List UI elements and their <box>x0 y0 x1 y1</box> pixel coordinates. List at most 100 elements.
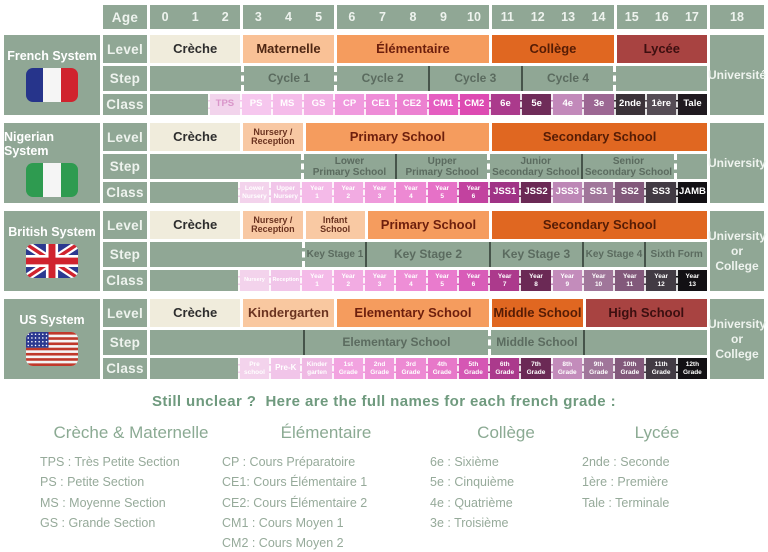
row-label-class: Class <box>103 182 147 203</box>
class-cell: CM1 <box>426 94 458 115</box>
class-cell: JSS2 <box>519 182 551 203</box>
class-cell: Year 9 <box>550 270 582 291</box>
level-cell: Primary School <box>367 211 490 239</box>
class-cell: Year 4 <box>394 182 426 203</box>
class-cell: Reception <box>269 270 301 291</box>
age-group: 11 12 13 14 <box>492 5 614 29</box>
step-segment: Lower Primary School <box>301 154 395 179</box>
class-cell <box>150 94 208 115</box>
us-flag-icon <box>26 331 78 366</box>
class-cell: JSS1 <box>488 182 520 203</box>
step-segment: Key Stage 2 <box>365 242 488 267</box>
legend-item: 2nde : Seconde <box>582 455 670 469</box>
class-cell: Upper Nursery <box>269 182 301 203</box>
system-block-nigerian: Nigerian System Level Step Class Crèche Nurse… <box>4 123 766 203</box>
level-cell: Nursery / Reception <box>243 211 303 239</box>
class-cell: Year 7 <box>488 270 520 291</box>
french-grades-legend: Still unclear ? Here are the full names … <box>4 393 764 552</box>
level-cell: Lycée <box>616 35 707 63</box>
legend-heading: Élémentaire <box>280 423 372 442</box>
class-cell: CE2 <box>395 94 427 115</box>
class-cell: 2nde <box>613 94 645 115</box>
step-segment <box>150 330 303 355</box>
legend-heading: Collège <box>477 423 535 442</box>
step-segment: Senior Secondary School <box>581 154 674 179</box>
university-cell: University <box>708 123 766 203</box>
class-cell: SS1 <box>581 182 614 203</box>
step-segment: Cycle 4 <box>520 66 614 91</box>
legend-item: Tale : Terminale <box>582 495 670 510</box>
class-cell: Year 3 <box>362 270 395 291</box>
class-cell: 10th Grade <box>613 358 645 379</box>
row-label-step: Step <box>103 66 147 91</box>
age-value: 6 <box>348 10 356 24</box>
level-cell: Crèche <box>150 299 241 327</box>
step-row: Lower Primary School Upper Primary School… <box>150 154 707 179</box>
class-cell: Year 4 <box>394 270 426 291</box>
step-segment: Key Stage 3 <box>488 242 582 267</box>
system-block-british: British System Level Step Class Crèche Nurser… <box>4 211 766 291</box>
legend-item: CM1 : Cours Moyen 1 <box>222 515 344 530</box>
french-flag-icon <box>26 67 78 102</box>
row-label-class: Class <box>103 358 147 379</box>
age-group: 0 1 2 <box>150 5 241 29</box>
class-cell: Nursery <box>237 270 270 291</box>
row-label-step: Step <box>103 330 147 355</box>
class-cell: Year 8 <box>519 270 551 291</box>
legend-item: 4e : Quatrième <box>430 495 513 510</box>
class-cell: Year 5 <box>425 270 457 291</box>
system-label-british: British System <box>4 211 100 291</box>
class-cell: CM2 <box>457 94 489 115</box>
class-cell: JAMB <box>675 182 708 203</box>
legend-title: Still unclear ? Here are the full names … <box>151 393 617 410</box>
row-label-step: Step <box>103 242 147 267</box>
class-cell: Kinder garten <box>300 358 332 379</box>
legend-item: 5e : Cinquième <box>430 475 515 490</box>
system-label-us: US System <box>4 299 100 379</box>
age-value: 2 <box>221 10 229 24</box>
level-cell: Elementary School <box>336 299 490 327</box>
legend-item: MS : Moyenne Section <box>40 495 166 510</box>
nigerian-flag-icon <box>26 162 78 197</box>
step-segment <box>150 242 302 267</box>
legend-item: CM2 : Cours Moyen 2 <box>222 536 344 550</box>
age-value: 13 <box>561 10 576 24</box>
class-row: Nursery Reception Year 1 Year 2 Year 3 Year 4… <box>150 270 708 291</box>
class-row: TPS PS MS GS CP CE1 CE2 CM1 CM2 6e 5e 4e 3e 2nde 1ère T… <box>150 94 708 115</box>
row-label-class: Class <box>103 94 147 115</box>
class-cell: Pre school <box>237 358 270 379</box>
class-cell: 2nd Grade <box>362 358 395 379</box>
step-segment: Cycle 2 <box>334 66 428 91</box>
step-segment: Cycle 1 <box>240 66 335 91</box>
system-name: British System <box>8 224 96 239</box>
step-row: Cycle 1 Cycle 2 Cycle 3 Cycle 4 <box>150 66 707 91</box>
class-cell: 3e <box>582 94 614 115</box>
class-cell: Lower Nursery <box>237 182 270 203</box>
class-cell: 11th Grade <box>644 358 676 379</box>
british-flag-icon <box>26 243 78 278</box>
level-cell: Middle School <box>492 299 583 327</box>
level-cell: Nursery / Reception <box>243 123 303 151</box>
row-label-level: Level <box>103 123 147 151</box>
legend-heading: Lycée <box>634 423 680 442</box>
class-cell: 5e <box>520 94 552 115</box>
class-row: Lower Nursery Upper Nursery Year 1 Year 2 Ye… <box>150 182 708 203</box>
system-label-french: French System <box>4 35 100 115</box>
class-cell: PS <box>239 94 271 115</box>
age-group: 18 <box>709 5 764 29</box>
level-cell: Infant School <box>305 211 365 239</box>
age-row-label: Age <box>103 5 147 29</box>
step-segment <box>582 330 707 355</box>
class-cell: 4th Grade <box>425 358 457 379</box>
step-segment: Middle School <box>488 330 583 355</box>
legend-item: CE2: Cours Élémentaire 2 <box>222 495 368 510</box>
class-cell: Year 5 <box>425 182 457 203</box>
level-cell: Kindergarten <box>243 299 334 327</box>
level-cell: Maternelle <box>243 35 334 63</box>
class-cell: 4e <box>551 94 583 115</box>
class-cell: Year 6 <box>456 182 489 203</box>
row-label-step: Step <box>103 154 147 179</box>
step-segment: Key Stage 4 <box>581 242 645 267</box>
row-label-class: Class <box>103 270 147 291</box>
